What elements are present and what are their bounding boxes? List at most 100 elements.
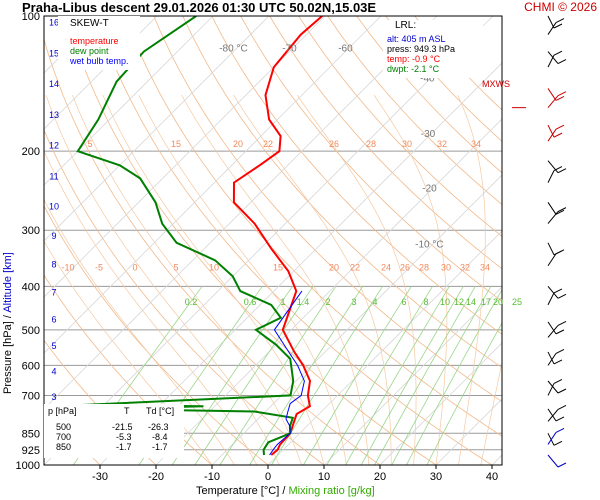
mixing-ratio-label: 12 [454,297,464,307]
mixing-ratio-line [303,286,412,465]
dry-adiabat [298,16,502,237]
mixing-ratio-label: 3 [351,297,356,307]
table-cell: 700 [56,432,72,442]
series-wet-bulb-temp [269,290,305,456]
x-axis-title-mix: Mixing ratio [g/kg] [288,485,375,497]
theta-label-bottom: 22 [350,262,360,272]
altitude-tick-label: 5 [51,341,56,351]
dry-adiabat [211,16,502,335]
wind-barb-flag [555,209,565,215]
theta-label-top: 20 [233,139,243,149]
isotherm-label: -70 [282,44,297,55]
lrl-title: LRL: [395,20,417,31]
moist-adiabat [373,94,448,465]
mixing-ratio-label: 6 [401,297,406,307]
table-header-td: Td [°C] [146,406,175,416]
isotherm-line [44,16,214,186]
altitude-tick-label: 15 [49,48,59,58]
dry-adiabat [44,205,269,465]
table-cell: 500 [56,422,72,432]
mixing-ratio-label: 10 [440,297,450,307]
wind-barb-flag [557,59,567,64]
wind-barb-staff [547,325,559,338]
altitude-tick-label: 4 [51,367,56,377]
mixing-ratio-label: 20 [493,297,503,307]
theta-label-bottom: -10 [61,262,74,272]
pressure-tick-label: 200 [22,146,40,158]
legend-temperature: temperature [70,36,119,46]
isotherm-label: -60 [338,44,353,55]
table-cell: -5.3 [116,432,132,442]
plot-frame [43,15,503,466]
theta-label-bottom: 26 [400,262,410,272]
dry-adiabat [153,16,502,403]
wind-barb-staff [547,54,555,68]
moist-adiabat [296,94,417,465]
wind-barb-flag [553,440,563,446]
wind-barb-staff [547,286,559,299]
wind-barb-staff [547,22,557,35]
pressure-tick-label: 850 [22,428,40,440]
moist-adiabat [480,360,502,465]
mixing-ratio-line [374,286,476,465]
mxws-label: MXWS [482,79,510,89]
x-tick-label: 40 [486,471,498,483]
mixing-ratio-label: 0.2 [185,297,198,307]
theta-label-bottom: 5 [173,262,178,272]
x-tick-label: -20 [148,471,164,483]
wind-barb-flag [555,249,565,255]
dry-adiabat [240,16,502,302]
wind-barb-flag [555,416,565,422]
x-tick-label: 30 [430,471,442,483]
dry-adiabat [269,16,502,270]
table-cell: -8.4 [152,432,168,442]
x-tick-label: -10 [204,471,220,483]
wind-barb-flag [557,293,567,299]
legend-dew-point: dew point [70,46,109,56]
altitude-tick-label: 14 [49,79,59,89]
x-tick-label: 20 [374,471,386,483]
mixing-ratio-line [360,286,464,465]
wind-barb-staff [547,321,557,335]
table-cell: -26.3 [148,422,169,432]
wind-barb-staff [547,454,559,468]
isotherm-line [435,398,502,465]
moist-adiabat [233,94,392,465]
isotherm-line [379,342,502,465]
mixing-ratio-line [219,286,337,465]
wind-barb-flag [555,96,565,101]
theta-label-bottom: 10 [209,262,219,272]
isotherm-label: -20 [422,184,437,195]
isotherm-label: -30 [421,129,436,140]
altitude-tick-label: 3 [51,392,56,402]
wind-barb-flag [557,91,567,97]
pressure-tick-label: 300 [22,225,40,237]
y-axis-title-press: Pressure [hPa] [2,321,14,394]
wind-barb-staff [547,409,559,422]
isotherm-line [267,230,502,465]
wind-barb-flag [553,288,563,294]
isotherm-line [99,62,502,465]
mixing-ratio-line [406,288,502,465]
wind-barb-flag [557,321,567,326]
moist-adiabat [457,94,486,465]
wind-barbs [547,15,567,468]
isotherm-line [44,16,382,354]
isotherm-label: -40 [420,74,435,85]
mixing-ratio-line [271,286,383,465]
wind-barb-flag [553,359,563,365]
pressure-tick-label: 600 [22,360,40,372]
moist-adiabat [181,94,370,465]
moist-adiabat [102,94,325,465]
dry-adiabat [44,37,381,465]
lrl-dwpt: dwpt: -2.1 °C [387,64,440,74]
table-cell: 850 [56,442,72,452]
pressure-tick-label: 700 [22,390,40,402]
pressure-tick-label: 400 [22,281,40,293]
wind-barb-staff [547,88,557,101]
isotherm-line [44,16,326,298]
x-tick-label: -30 [92,471,108,483]
x-axis-title-temp: Temperature [°C] [196,485,280,497]
moist-adiabat [44,149,258,465]
